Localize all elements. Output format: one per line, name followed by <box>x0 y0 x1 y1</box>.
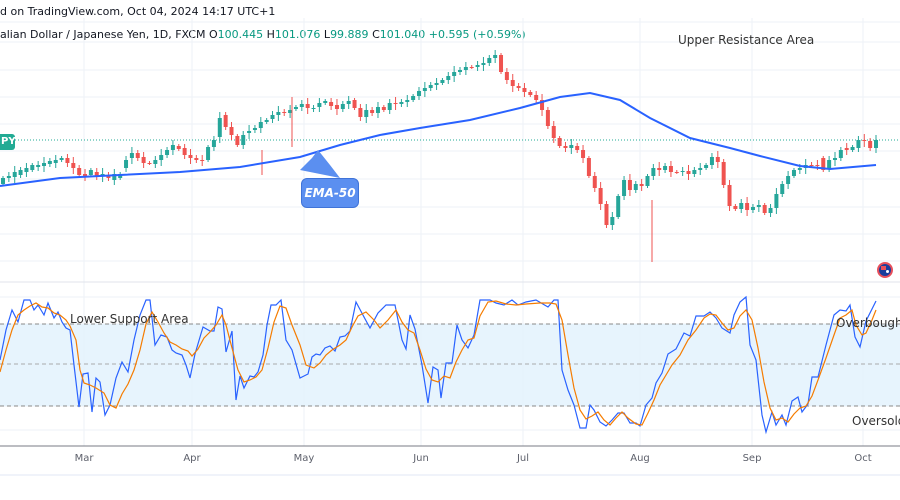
oversold-label: Oversold <box>852 414 900 428</box>
time-axis-label-may: May <box>293 453 315 464</box>
symbol-name: alian Dollar / Japanese Yen, 1D, FXCM <box>0 28 206 41</box>
upper-resistance-label: Upper Resistance Area <box>678 33 815 47</box>
open-label: O <box>208 28 218 41</box>
time-axis-label-mar: Mar <box>74 453 94 464</box>
time-axis-label-aug: Aug <box>630 453 650 464</box>
time-axis-label-oct: Oct <box>854 453 872 464</box>
stochastic-band <box>0 324 900 406</box>
time-axis-label-sep: Sep <box>742 453 762 464</box>
lower-support-label: Lower Support Area <box>70 312 189 326</box>
ema-callout-pointer <box>300 150 340 178</box>
ema-callout[interactable]: EMA-50 <box>301 178 359 208</box>
symbol-legend: alian Dollar / Japanese Yen, 1D, FXCM O1… <box>0 28 526 41</box>
time-axis-label-jun: Jun <box>413 453 429 464</box>
low-label: L <box>323 28 331 41</box>
time-axis-label-apr: Apr <box>183 453 201 464</box>
stochastic-d-line <box>0 300 877 426</box>
published-info: d on TradingView.com, Oct 04, 2024 14:17… <box>0 5 276 18</box>
ema-50-line <box>0 91 877 187</box>
overbought-label: Overbought <box>836 316 900 330</box>
close-label: C <box>372 28 380 41</box>
candlesticks <box>1 50 878 262</box>
stochastic-k-line <box>0 295 877 435</box>
australia-flag-icon[interactable] <box>877 262 893 278</box>
ticker-badge: PY <box>0 134 16 150</box>
time-axis-label-jul: Jul <box>516 453 530 464</box>
change-value: +0.595 (+0.59%) <box>428 28 526 41</box>
high-value: 101.076 <box>274 28 321 41</box>
open-value: 100.445 <box>217 28 264 41</box>
low-value: 99.889 <box>330 28 369 41</box>
close-value: 101.040 <box>379 28 426 41</box>
high-label: H <box>266 28 275 41</box>
